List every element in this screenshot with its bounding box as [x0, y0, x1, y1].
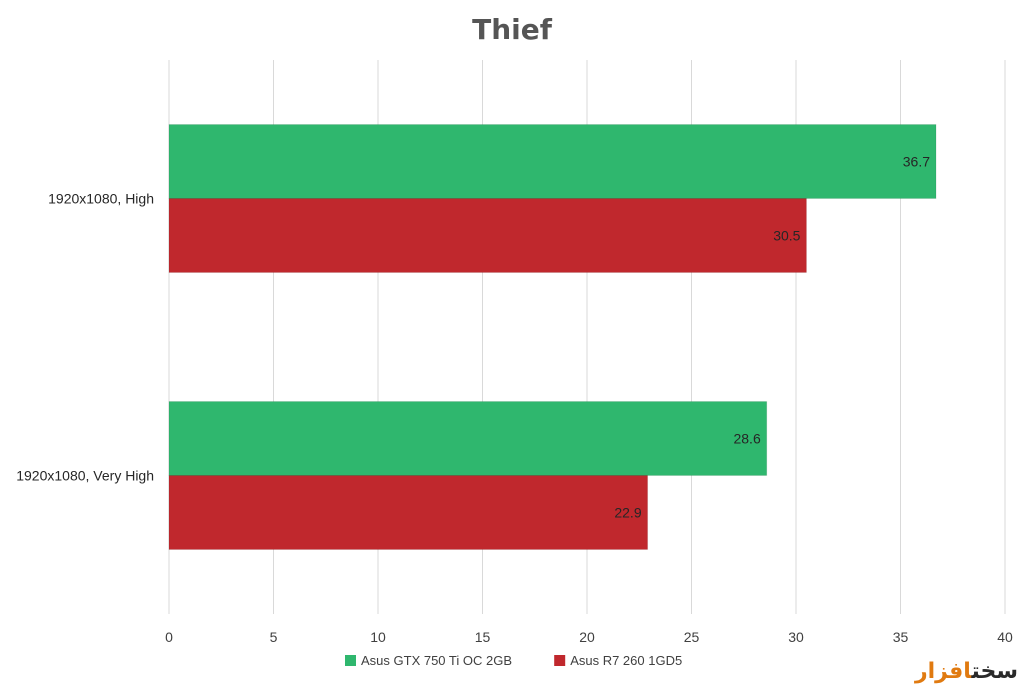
- watermark-text-main: سخت: [971, 659, 1018, 684]
- legend: Asus GTX 750 Ti OC 2GB Asus R7 260 1GD5: [345, 653, 682, 668]
- x-tick-label: 25: [684, 629, 700, 645]
- x-tick-label: 0: [165, 629, 173, 645]
- x-tick-label: 5: [270, 629, 278, 645]
- data-label: 36.7: [903, 154, 930, 170]
- data-label: 30.5: [773, 228, 800, 244]
- data-labels: 36.7 30.5 28.6 22.9: [614, 154, 930, 521]
- x-tick-label: 40: [997, 629, 1013, 645]
- legend-label: Asus GTX 750 Ti OC 2GB: [361, 653, 512, 668]
- data-label: 22.9: [614, 505, 641, 521]
- x-tick-label: 10: [370, 629, 386, 645]
- bar: [168, 475, 649, 550]
- category-label: 1920x1080, High: [48, 191, 154, 207]
- legend-swatch: [554, 655, 566, 666]
- x-tick-label: 35: [893, 629, 909, 645]
- chart-title: Thief: [472, 13, 553, 46]
- bar: [168, 401, 768, 476]
- category-labels: 1920x1080, High 1920x1080, Very High: [16, 191, 154, 484]
- x-axis-ticks: 0 5 10 15 20 25 30 35 40: [165, 629, 1013, 645]
- watermark-logo: سختافزار: [915, 659, 1018, 684]
- x-tick-label: 20: [579, 629, 595, 645]
- x-tick-label: 15: [475, 629, 491, 645]
- bar: [168, 124, 937, 199]
- bar: [168, 198, 807, 273]
- bars: [168, 124, 937, 550]
- x-tick-label: 30: [788, 629, 804, 645]
- data-label: 28.6: [733, 431, 760, 447]
- watermark-text-accent: افزار: [914, 659, 972, 684]
- legend-label: Asus R7 260 1GD5: [570, 653, 682, 668]
- legend-swatch: [345, 655, 356, 666]
- category-label: 1920x1080, Very High: [16, 468, 154, 484]
